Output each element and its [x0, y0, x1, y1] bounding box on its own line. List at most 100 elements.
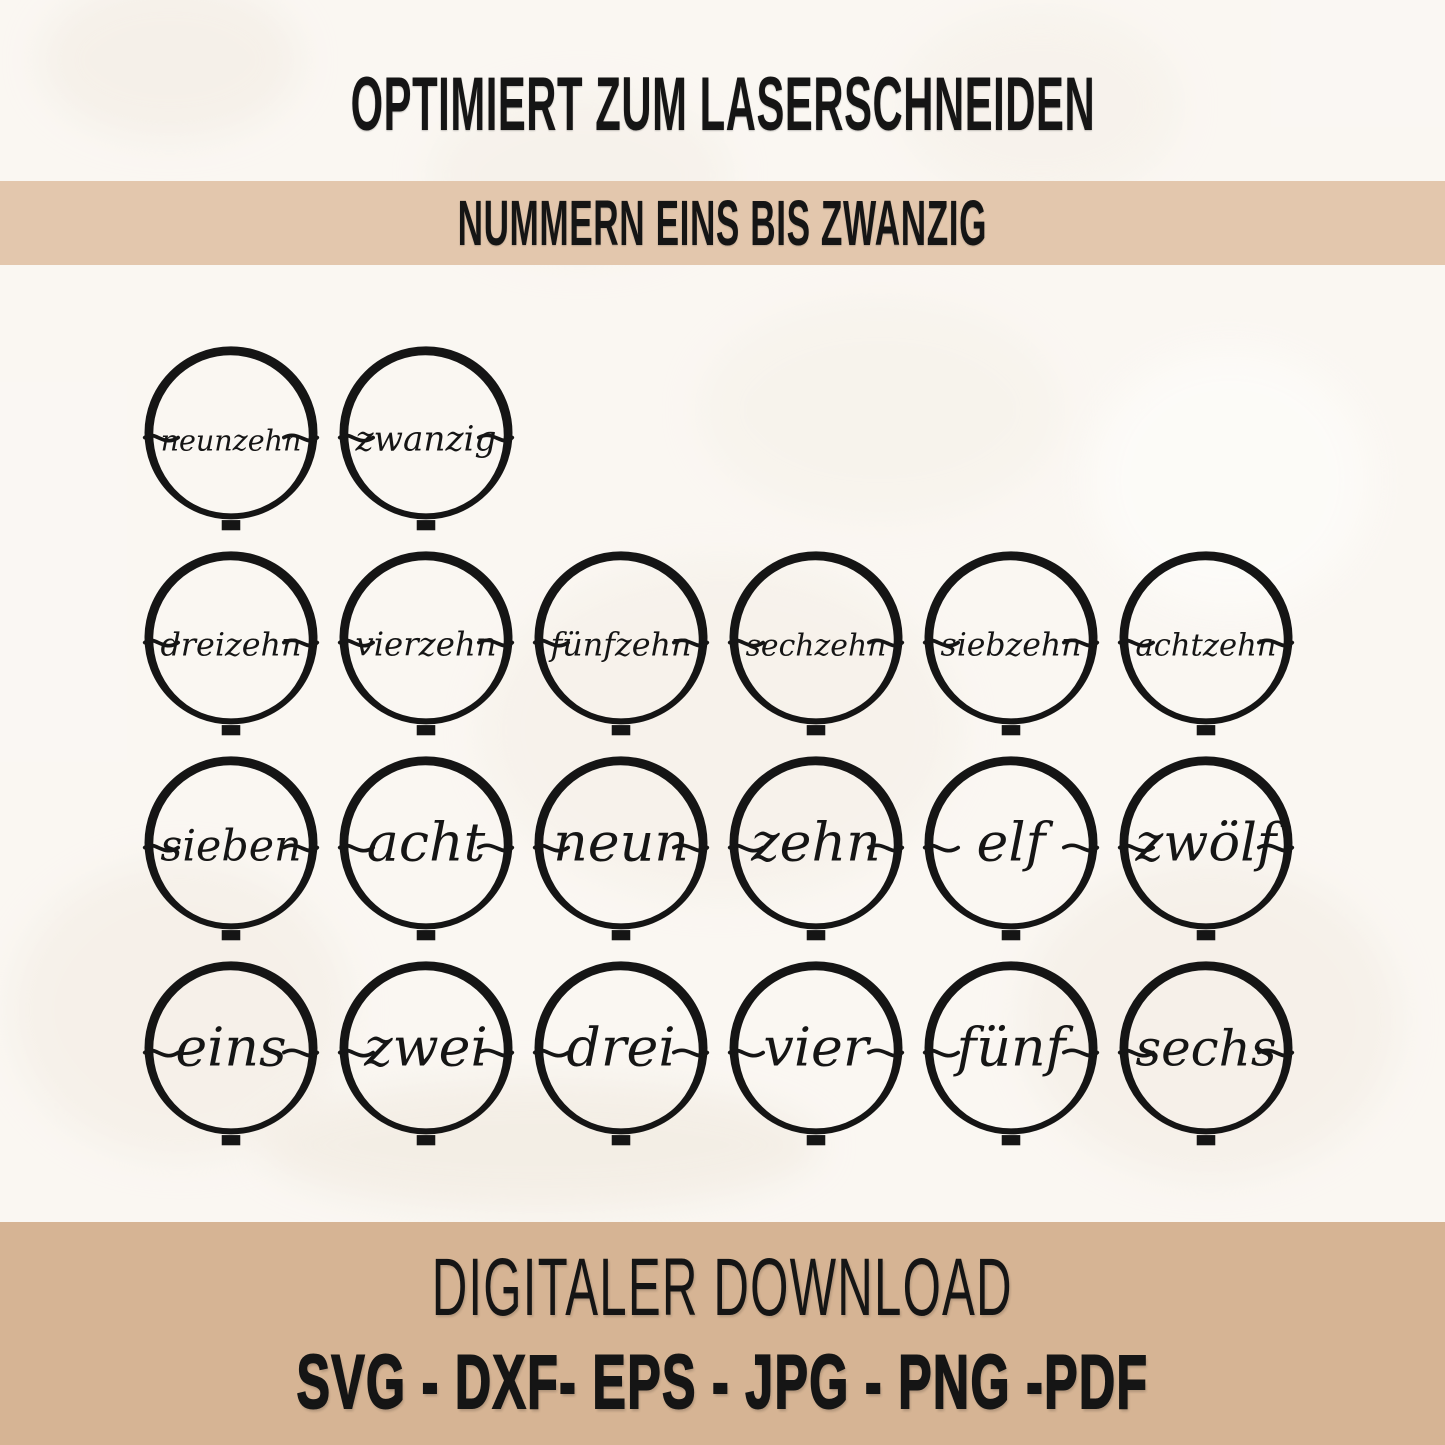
swash-right-icon: [672, 1048, 710, 1058]
swash-left-icon: [1117, 1048, 1155, 1058]
swash-right-icon: [867, 1048, 905, 1058]
ornament-achtzehn: achtzehn: [1117, 551, 1295, 736]
ornament-elf: elf: [922, 756, 1100, 941]
swash-left-icon: [922, 843, 960, 853]
swash-right-icon: [672, 638, 710, 648]
ornament-neunzehn: neunzehn: [142, 346, 320, 531]
hanger-tab: [416, 1135, 436, 1146]
ornament-inner-ring: [149, 966, 313, 1134]
page-title: OPTIMIERT ZUM LASERSCHNEIDEN: [350, 61, 1095, 147]
ornament-label: vierzehn: [355, 626, 496, 664]
swash-left-icon: [142, 1048, 180, 1058]
ornament-inner-ring: [539, 761, 703, 929]
ornament-inner-ring: [149, 761, 313, 929]
ornament-inner-ring: [344, 556, 508, 724]
ornament-label: acht: [367, 811, 486, 874]
ornament-label: achtzehn: [1135, 629, 1276, 664]
background-shape: [480, 560, 960, 900]
ornament-label: elf: [977, 811, 1054, 874]
ornament-inner-ring: [344, 351, 508, 519]
ornament-label: sechs: [1135, 1020, 1276, 1078]
ornament-label: vier: [763, 1016, 871, 1079]
swash-right-icon: [282, 638, 320, 648]
ornament-inner-ring: [929, 556, 1093, 724]
ornament-neun: neun: [532, 756, 710, 941]
swash-right-icon: [477, 433, 515, 443]
ornament-inner-ring: [929, 761, 1093, 929]
hanger-tab: [611, 1135, 631, 1146]
swash-right-icon: [1257, 1048, 1295, 1058]
swash-right-icon: [477, 1048, 515, 1058]
ornament-label: dreizehn: [160, 626, 301, 664]
ornament-sieben: sieben: [142, 756, 320, 941]
hanger-tab: [611, 725, 631, 736]
swash-left-icon: [532, 638, 570, 648]
ornament-label: drei: [566, 1016, 675, 1079]
ornament-label: zwanzig: [355, 420, 497, 460]
ornament-grid: neunzehn zwanzig dreizehn vierzehn fünfzehn s…: [138, 342, 1299, 1149]
background-shape: [40, 0, 300, 140]
swash-right-icon: [1062, 1048, 1100, 1058]
swash-right-icon: [282, 433, 320, 443]
ornament-inner-ring: [734, 556, 898, 724]
ornament-inner-ring: [149, 351, 313, 519]
ornament-inner-ring: [539, 966, 703, 1134]
ornament-inner-ring: [1124, 556, 1288, 724]
swash-right-icon: [282, 1048, 320, 1058]
ornament-inner-ring: [149, 556, 313, 724]
swash-left-icon: [142, 433, 180, 443]
swash-right-icon: [867, 638, 905, 648]
ornament-inner-ring: [1124, 966, 1288, 1134]
ornament-label: eins: [175, 1016, 286, 1079]
ornament-acht: acht: [337, 756, 515, 941]
ornament-sechzehn: sechzehn: [727, 551, 905, 736]
swash-left-icon: [337, 433, 375, 443]
swash-left-icon: [922, 638, 960, 648]
ornament-inner-ring: [539, 556, 703, 724]
subtitle-text: NUMMERN EINS BIS ZWANZIG: [457, 187, 988, 259]
footer-file-formats: SVG - DXF- EPS - JPG - PNG -PDF: [296, 1339, 1149, 1426]
ornament-eins: eins: [142, 961, 320, 1146]
hanger-tab: [1196, 930, 1216, 941]
ornament-vier: vier: [727, 961, 905, 1146]
swash-left-icon: [532, 843, 570, 853]
hanger-tab: [416, 520, 436, 531]
background-shape: [700, 300, 1060, 520]
swash-right-icon: [1257, 843, 1295, 853]
ornament-label: fünf: [952, 1016, 1073, 1079]
background-heart-shape: [1090, 350, 1370, 610]
hanger-tab: [806, 930, 826, 941]
ornament-label: zwei: [363, 1016, 487, 1079]
swash-left-icon: [532, 1048, 570, 1058]
ornament-inner-ring: [734, 966, 898, 1134]
swash-right-icon: [477, 638, 515, 648]
ornament-zwanzig: zwanzig: [337, 346, 515, 531]
background-shape: [260, 1080, 820, 1210]
swash-left-icon: [142, 843, 180, 853]
ornament-zwei: zwei: [337, 961, 515, 1146]
hanger-tab: [416, 930, 436, 941]
swash-right-icon: [477, 843, 515, 853]
hanger-tab: [806, 1135, 826, 1146]
ornament-label: siebzehn: [941, 628, 1082, 664]
swash-left-icon: [1117, 638, 1155, 648]
footer-title: DIGITALER DOWNLOAD: [431, 1242, 1014, 1333]
hanger-tab: [221, 930, 241, 941]
ornament-label: sechzehn: [746, 629, 887, 664]
hanger-tab: [806, 725, 826, 736]
swash-left-icon: [922, 1048, 960, 1058]
footer-band: DIGITALER DOWNLOAD SVG - DXF- EPS - JPG …: [0, 1222, 1445, 1445]
ornament-inner-ring: [344, 966, 508, 1134]
hanger-tab: [1001, 725, 1021, 736]
ornament-dreizehn: dreizehn: [142, 551, 320, 736]
ornament-fünfzehn: fünfzehn: [532, 551, 710, 736]
hanger-tab: [1001, 1135, 1021, 1146]
ornament-inner-ring: [734, 761, 898, 929]
hanger-tab: [1196, 725, 1216, 736]
swash-left-icon: [727, 1048, 765, 1058]
swash-right-icon: [282, 843, 320, 853]
swash-left-icon: [727, 843, 765, 853]
swash-left-icon: [727, 638, 765, 648]
hanger-tab: [1001, 930, 1021, 941]
